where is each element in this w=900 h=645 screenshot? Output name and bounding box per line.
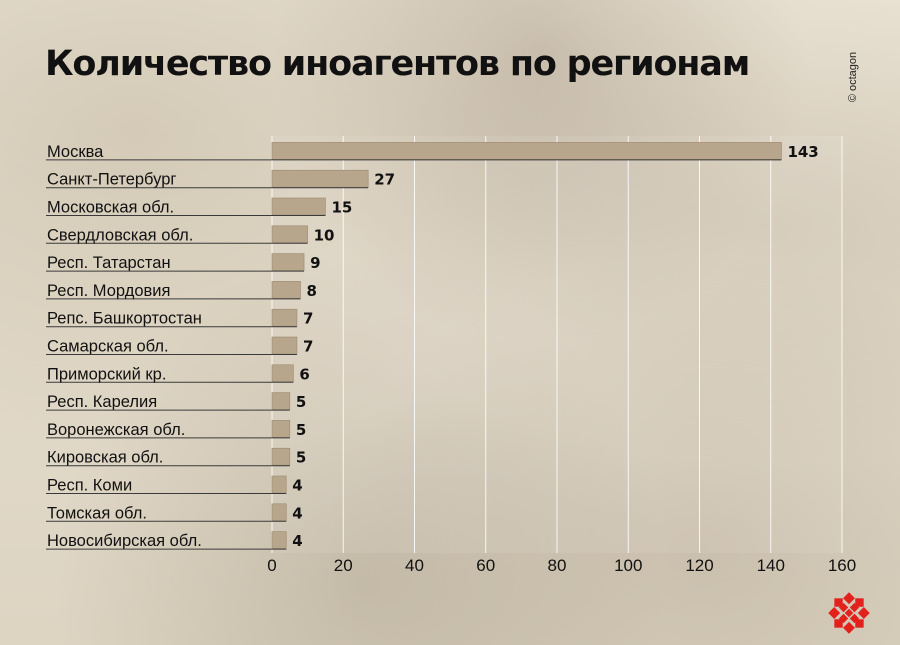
category-label: Санкт-Петербург [47, 171, 176, 189]
bar [271, 531, 287, 549]
data-label: 15 [331, 199, 352, 217]
x-tick-label: 0 [267, 556, 276, 575]
data-label: 6 [299, 365, 309, 383]
x-tick-label: 160 [828, 556, 856, 575]
x-tick-label: 100 [614, 556, 642, 575]
data-label: 143 [787, 143, 818, 161]
category-label: Новосибирская обл. [47, 532, 202, 550]
x-tick-label: 140 [757, 556, 785, 575]
bar [271, 420, 291, 438]
category-label: Респ. Татарстан [47, 254, 171, 272]
bar [271, 364, 294, 383]
data-label: 7 [303, 338, 313, 356]
category-label: Приморский кр. [47, 365, 166, 383]
bar [271, 308, 298, 327]
x-tick-label: 40 [405, 556, 424, 575]
bar [271, 475, 287, 494]
data-label: 4 [292, 532, 302, 550]
data-label: 5 [296, 421, 306, 439]
bar [271, 169, 369, 188]
data-label: 4 [292, 477, 302, 495]
bar [271, 503, 287, 522]
category-label: Респ. Мордовия [47, 282, 170, 300]
bar [271, 392, 291, 410]
category-label: Томская обл. [47, 504, 147, 522]
category-label: Свердловская обл. [47, 226, 193, 244]
bar [271, 225, 308, 244]
category-label: Воронежская обл. [47, 421, 185, 439]
data-label: 9 [310, 254, 320, 272]
x-tick-label: 20 [334, 556, 353, 575]
data-label: 7 [303, 310, 313, 328]
bar [271, 142, 782, 160]
chart-title: Количество иноагентов по регионам [45, 44, 750, 84]
bar [271, 281, 301, 299]
category-label: Респ. Коми [47, 477, 132, 495]
category-label: Московская обл. [47, 199, 174, 217]
category-label: Москва [47, 143, 104, 161]
category-label: Кировская обл. [47, 449, 163, 467]
data-label: 5 [296, 449, 306, 467]
x-tick-label: 60 [476, 556, 495, 575]
bar [271, 447, 291, 466]
data-label: 4 [292, 504, 302, 522]
bar [271, 197, 326, 216]
category-label: Респ. Карелия [47, 393, 157, 411]
data-label: 8 [307, 282, 317, 300]
bar [271, 336, 298, 355]
data-label: 5 [296, 393, 306, 411]
data-label: 10 [314, 226, 335, 244]
x-tick-label: 120 [685, 556, 713, 575]
octagon-logo-icon [828, 592, 870, 634]
bar [271, 253, 305, 271]
x-tick-label: 80 [548, 556, 567, 575]
data-label: 27 [374, 171, 395, 189]
category-label: Самарская обл. [47, 338, 169, 356]
category-label: Репс. Башкортостан [47, 310, 202, 328]
